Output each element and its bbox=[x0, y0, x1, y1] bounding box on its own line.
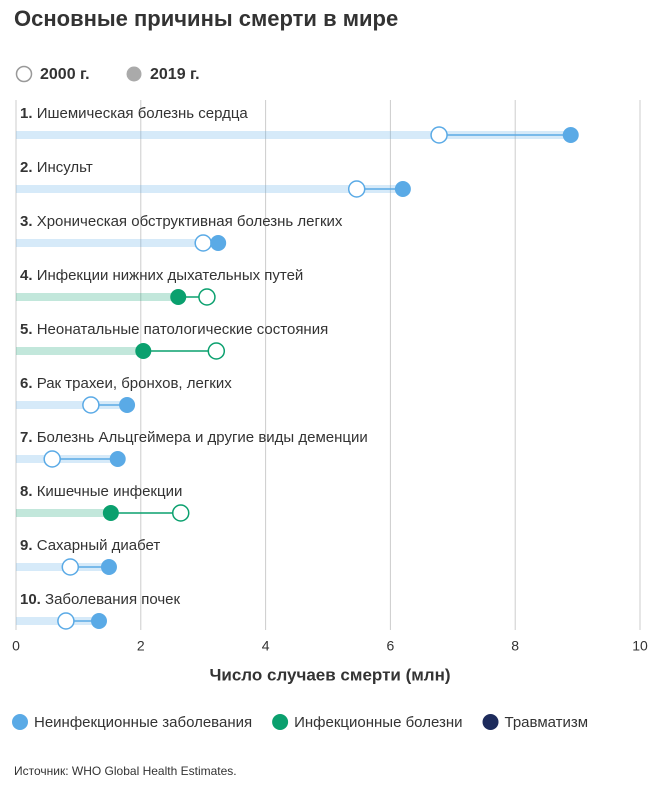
category-name: Кишечные инфекции bbox=[37, 483, 183, 500]
x-tick-label: 6 bbox=[387, 638, 395, 654]
category-name: Инфекции нижних дыхательных путей bbox=[37, 267, 304, 284]
category-name: Неонатальные патологические состояния bbox=[37, 321, 329, 338]
category-name: Хроническая обструктивная болезнь легких bbox=[37, 213, 343, 230]
category-label: 7. Болезнь Альцгеймера и другие виды дем… bbox=[20, 429, 368, 446]
category-name: Ишемическая болезнь сердца bbox=[37, 105, 249, 122]
dot-2000 bbox=[43, 450, 61, 468]
x-tick-label: 8 bbox=[511, 638, 519, 654]
band bbox=[16, 293, 179, 301]
rank: 7. bbox=[20, 429, 33, 446]
rank: 2. bbox=[20, 159, 33, 176]
rank: 8. bbox=[20, 483, 33, 500]
dot-2000 bbox=[430, 126, 448, 144]
chart-title: Основные причины смерти в мире bbox=[14, 6, 398, 31]
dot-2019 bbox=[170, 289, 187, 305]
dot-2019 bbox=[102, 505, 119, 521]
band bbox=[16, 401, 128, 409]
dot-2000 bbox=[57, 612, 75, 630]
category-label: 9. Сахарный диабет bbox=[20, 537, 160, 554]
category-name: Болезнь Альцгеймера и другие виды деменц… bbox=[37, 429, 368, 446]
rank: 9. bbox=[20, 537, 33, 554]
category-label: 6. Рак трахеи, бронхов, легких bbox=[20, 375, 232, 392]
dot-2019 bbox=[210, 235, 227, 251]
legend-label: 2019 г. bbox=[150, 66, 200, 83]
rank: 3. bbox=[20, 213, 33, 230]
x-tick-label: 0 bbox=[12, 638, 20, 654]
dot-2019 bbox=[562, 127, 579, 143]
legend-label: Неинфекционные заболевания bbox=[34, 714, 252, 731]
category-name: Рак трахеи, бронхов, легких bbox=[37, 375, 233, 392]
rank: 5. bbox=[20, 321, 33, 338]
rank: 10. bbox=[20, 591, 41, 608]
rank: 4. bbox=[20, 267, 33, 284]
x-axis-label: Число случаев смерти (млн) bbox=[209, 665, 450, 684]
x-tick-label: 2 bbox=[137, 638, 145, 654]
legend-label: Инфекционные болезни bbox=[294, 714, 462, 731]
dot-2000 bbox=[82, 396, 100, 414]
x-tick-label: 10 bbox=[632, 638, 648, 654]
source: Источник: WHO Global Health Estimates. bbox=[14, 764, 237, 778]
dot-2019 bbox=[394, 181, 411, 197]
legend-label: 2000 г. bbox=[40, 66, 90, 83]
legend-marker bbox=[272, 714, 289, 730]
category-label: 5. Неонатальные патологические состояния bbox=[20, 321, 328, 338]
category-label: 10. Заболевания почек bbox=[20, 591, 181, 608]
rank: 6. bbox=[20, 375, 33, 392]
legend-marker bbox=[12, 714, 28, 730]
legend-marker bbox=[482, 714, 499, 730]
dot-2019 bbox=[109, 451, 126, 467]
category-label: 4. Инфекции нижних дыхательных путей bbox=[20, 267, 303, 284]
legend-label: Травматизм bbox=[505, 714, 589, 731]
band bbox=[16, 239, 219, 247]
dot-2000 bbox=[61, 558, 80, 576]
dot-2000 bbox=[171, 504, 190, 522]
category-name: Сахарный диабет bbox=[37, 537, 161, 554]
dot-2000 bbox=[194, 234, 212, 252]
dot-2019 bbox=[135, 343, 152, 359]
band bbox=[16, 509, 111, 517]
dot-2000 bbox=[198, 288, 216, 306]
dot-2000 bbox=[207, 342, 226, 360]
legend-marker bbox=[126, 66, 142, 82]
band bbox=[16, 347, 144, 355]
dot-2019 bbox=[119, 397, 136, 413]
dot-2000 bbox=[347, 180, 366, 198]
category-name: Инсульт bbox=[37, 159, 93, 176]
legend-marker bbox=[15, 65, 33, 83]
dot-2019 bbox=[100, 559, 117, 575]
x-tick-label: 4 bbox=[262, 638, 270, 654]
band bbox=[16, 185, 403, 193]
category-name: Заболевания почек bbox=[45, 591, 180, 608]
category-label: 1. Ишемическая болезнь сердца bbox=[20, 105, 248, 122]
category-label: 2. Инсульт bbox=[20, 159, 93, 176]
rank: 1. bbox=[20, 105, 33, 122]
category-label: 8. Кишечные инфекции bbox=[20, 483, 182, 500]
band bbox=[16, 131, 571, 139]
dot-2019 bbox=[90, 613, 107, 629]
category-label: 3. Хроническая обструктивная болезнь лег… bbox=[20, 213, 343, 230]
